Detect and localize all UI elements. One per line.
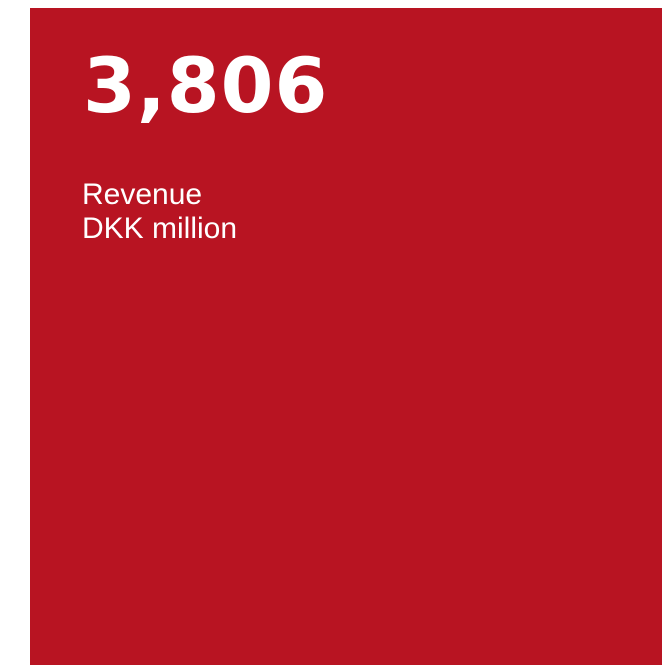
kpi-tile: 3,806 Revenue DKK million — [30, 8, 662, 665]
kpi-unit: DKK million — [82, 212, 238, 245]
kpi-value: 3,806 — [83, 41, 329, 130]
kpi-label: Revenue — [82, 178, 203, 211]
